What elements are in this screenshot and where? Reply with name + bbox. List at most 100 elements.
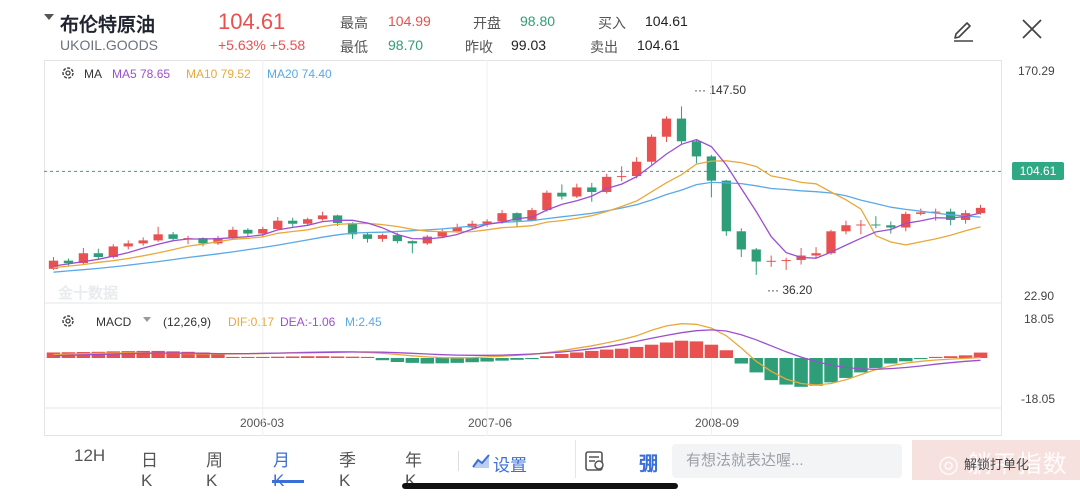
- candle-body: [751, 249, 761, 262]
- close-icon[interactable]: [1020, 17, 1044, 41]
- tab-week[interactable]: 周K: [206, 451, 223, 490]
- kline-chart[interactable]: [44, 60, 1002, 436]
- macd-bar: [869, 358, 883, 368]
- macd-bar: [749, 358, 763, 373]
- app-logo-icon[interactable]: 弸: [639, 454, 659, 475]
- divider: [458, 451, 459, 471]
- candle-body: [317, 215, 328, 220]
- macd-dea: DEA:-1.06: [280, 315, 336, 329]
- macd-axis-bottom: -18.05: [1021, 392, 1056, 406]
- candle-body: [572, 187, 582, 197]
- promo-banner[interactable]: [912, 440, 1080, 480]
- candle-body: [228, 229, 238, 239]
- macd-bar: [390, 358, 405, 362]
- dropdown-caret-icon[interactable]: [44, 14, 54, 20]
- gear-icon[interactable]: [60, 313, 76, 329]
- price-change: +5.63% +5.58: [218, 37, 306, 53]
- candle-body: [452, 227, 462, 232]
- macd-bar: [196, 352, 210, 358]
- candle-body: [497, 213, 507, 222]
- stat-label-prev-close: 昨收: [465, 39, 493, 55]
- macd-bar: [241, 356, 255, 358]
- candle-body: [916, 212, 926, 214]
- candle-body: [198, 238, 208, 244]
- macd-bar: [375, 358, 390, 361]
- candle-body: [975, 207, 986, 214]
- tab-month[interactable]: 月K: [273, 451, 290, 490]
- edit-icon[interactable]: [950, 16, 976, 42]
- candle-body: [108, 246, 118, 258]
- settings-button[interactable]: 设置: [493, 456, 527, 475]
- macd-bar: [121, 351, 135, 358]
- promo-text[interactable]: 解锁打单化: [964, 457, 1030, 472]
- macd-legend-label[interactable]: MACD: [96, 315, 132, 329]
- macd-bar: [405, 358, 420, 363]
- stat-value-open: 98.80: [520, 13, 556, 29]
- candle-body: [288, 220, 298, 224]
- chart-settings-icon[interactable]: [471, 452, 491, 470]
- candle-body: [871, 224, 881, 226]
- macd-bar: [211, 353, 225, 358]
- macd-m: M:2.45: [345, 315, 382, 329]
- candle-body: [706, 156, 717, 181]
- macd-bar: [465, 358, 479, 363]
- macd-bar: [719, 350, 734, 358]
- candle-body: [437, 231, 447, 237]
- macd-bar: [958, 355, 973, 358]
- candle-body: [542, 192, 552, 211]
- candle-body: [945, 211, 956, 220]
- macd-bar: [495, 358, 509, 361]
- macd-dropdown-icon[interactable]: [143, 317, 151, 322]
- candle-body: [766, 260, 776, 262]
- macd-bar: [315, 356, 330, 358]
- instrument-title[interactable]: 布伦特原油: [60, 15, 156, 36]
- candle-body: [168, 234, 178, 239]
- candle-body: [811, 253, 821, 256]
- watermark: 金十数据: [58, 285, 119, 302]
- stat-value-prev-close: 99.03: [511, 37, 547, 53]
- macd-axis-top: 18.05: [1024, 312, 1055, 326]
- macd-bar: [256, 356, 270, 358]
- macd-bar: [136, 350, 150, 358]
- macd-bar: [106, 351, 121, 358]
- macd-bar: [824, 358, 838, 383]
- gear-icon[interactable]: [60, 65, 76, 81]
- candle-body: [138, 240, 148, 244]
- tab-12h[interactable]: 12H: [74, 446, 106, 465]
- candle-body: [258, 229, 268, 234]
- candle-body: [153, 234, 163, 241]
- news-list-icon[interactable]: [584, 450, 606, 472]
- chart-frame[interactable]: [44, 60, 1002, 436]
- candle-body: [422, 236, 432, 244]
- macd-dea-line: [53, 329, 981, 370]
- ma5-line: [53, 138, 981, 267]
- home-indicator: [402, 483, 678, 489]
- candle-body: [78, 253, 89, 264]
- active-tab-underline: [272, 480, 304, 483]
- last-price: 104.61: [218, 9, 286, 34]
- current-price-tag: 104.61: [1012, 162, 1064, 180]
- stat-value-low: 98.70: [388, 37, 424, 53]
- macd-bar: [450, 358, 464, 363]
- ma5-legend: MA5 78.65: [112, 67, 171, 81]
- stat-value-ask: 104.61: [637, 37, 680, 53]
- instrument-code: UKOIL.GOODS: [60, 37, 159, 53]
- macd-bar: [420, 358, 435, 364]
- candle-body: [602, 176, 612, 192]
- tab-day[interactable]: 日K: [141, 451, 158, 490]
- comment-input[interactable]: 有想法就表达喔...: [672, 444, 902, 478]
- ma-legend-label: MA: [84, 67, 102, 81]
- candle-body: [856, 224, 866, 226]
- candle-body: [482, 221, 492, 224]
- tab-season[interactable]: 季K: [339, 451, 356, 490]
- ma10-line: [53, 160, 981, 269]
- macd-bar: [644, 344, 659, 358]
- tab-year[interactable]: 年K: [405, 451, 422, 490]
- macd-bar: [181, 351, 195, 358]
- candle-body: [886, 225, 896, 228]
- candle-body: [527, 210, 537, 221]
- divider: [575, 440, 576, 478]
- macd-bar: [525, 358, 539, 360]
- macd-bar: [764, 358, 778, 381]
- candle-body: [736, 231, 746, 250]
